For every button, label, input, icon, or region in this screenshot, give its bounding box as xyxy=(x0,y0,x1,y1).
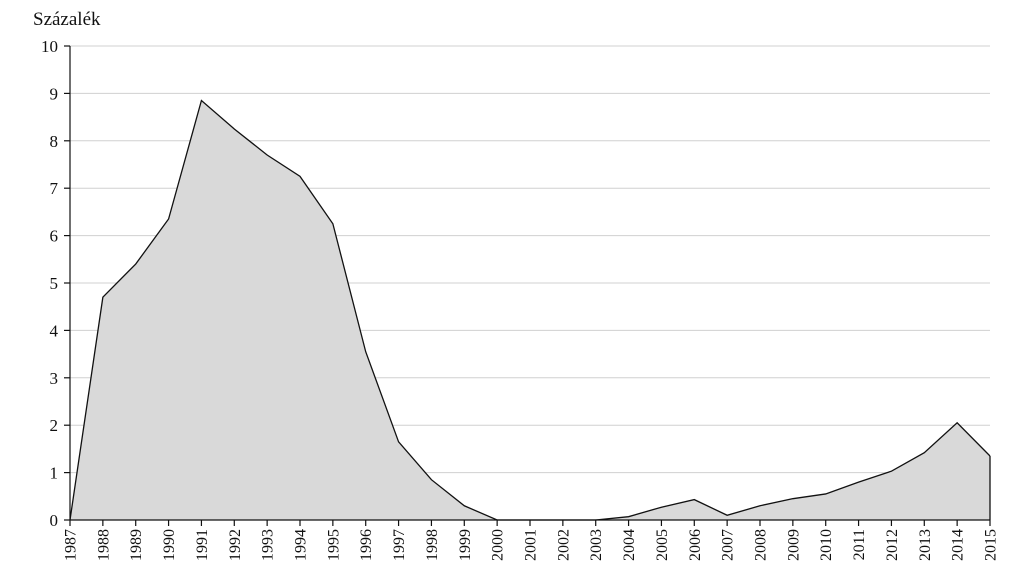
x-tick-label: 1987 xyxy=(63,529,80,561)
x-tick-label: 2000 xyxy=(490,529,507,561)
y-tick-label: 2 xyxy=(50,416,59,435)
x-tick-label: 1999 xyxy=(457,529,474,561)
y-tick-label: 9 xyxy=(50,84,59,103)
x-tick-label: 2010 xyxy=(818,529,835,561)
x-tick-label: 2002 xyxy=(555,529,572,561)
x-tick-label: 2001 xyxy=(523,529,540,561)
x-tick-label: 2009 xyxy=(785,529,802,561)
x-tick-label: 1991 xyxy=(194,529,211,561)
y-tick-label: 8 xyxy=(50,132,59,151)
y-tick-label: 1 xyxy=(50,464,59,483)
x-tick-label: 2005 xyxy=(654,529,671,561)
x-tick-label: 2008 xyxy=(753,529,770,561)
x-tick-label: 1989 xyxy=(128,529,145,561)
x-tick-label: 1997 xyxy=(391,529,408,561)
axes xyxy=(64,45,991,526)
x-tick-label: 2003 xyxy=(588,529,605,561)
y-tick-label: 5 xyxy=(50,274,59,293)
area-fill xyxy=(70,100,990,520)
x-tick-label: 1994 xyxy=(293,529,310,561)
x-tick-label: 2015 xyxy=(983,529,1000,561)
y-tick-labels: 0 1 2 3 4 5 6 7 8 9 10 xyxy=(41,37,59,530)
x-tick-label: 1992 xyxy=(227,529,244,561)
x-tick-label: 1993 xyxy=(260,529,277,561)
y-tick-label: 3 xyxy=(50,369,59,388)
y-tick-label: 10 xyxy=(41,37,58,56)
x-tick-labels: 1987 1988 1989 1990 1991 1992 1993 1994 1995 1996… xyxy=(63,529,1000,561)
x-tick-label: 1995 xyxy=(325,529,342,561)
y-tick-label: 0 xyxy=(50,511,59,530)
x-tick-label: 2007 xyxy=(720,529,737,561)
y-tick-label: 7 xyxy=(50,179,59,198)
y-tick-label: 6 xyxy=(50,227,59,246)
x-tick-label: 2011 xyxy=(851,529,868,560)
y-tick-label: 4 xyxy=(50,321,59,340)
x-tick-label: 2004 xyxy=(621,529,638,561)
x-tick-label: 1988 xyxy=(95,529,112,561)
x-tick-label: 2012 xyxy=(884,529,901,561)
x-tick-label: 2006 xyxy=(687,529,704,561)
x-tick-label: 1996 xyxy=(358,529,375,561)
area-series xyxy=(69,99,991,521)
x-tick-label: 2014 xyxy=(950,529,967,561)
x-tick-label: 2013 xyxy=(917,529,934,561)
x-tick-label: 1990 xyxy=(161,529,178,561)
y-axis-label: Százalék xyxy=(33,9,101,30)
x-tick-label: 1998 xyxy=(424,529,441,561)
